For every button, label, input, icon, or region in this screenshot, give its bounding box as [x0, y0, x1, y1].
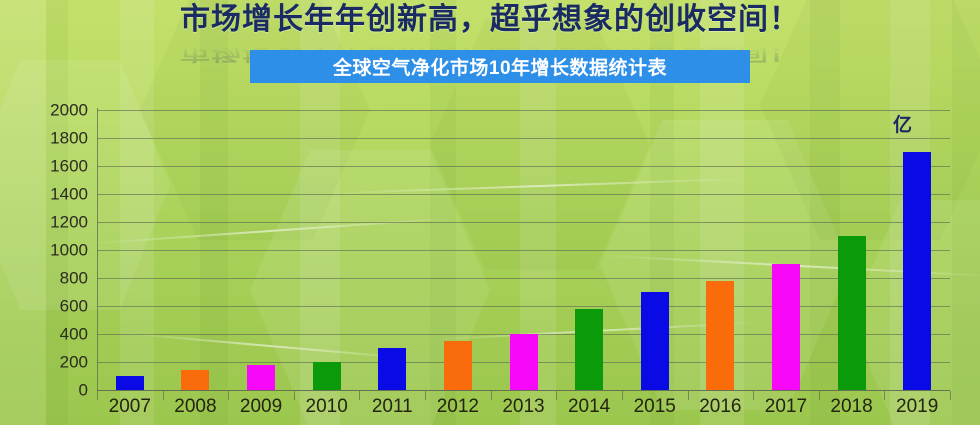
x-axis-tick — [228, 391, 230, 400]
bar-2014[interactable] — [575, 308, 604, 390]
x-axis-tick — [490, 391, 492, 400]
x-axis-label-2012: 2012 — [436, 396, 479, 417]
bar-2017[interactable] — [771, 264, 800, 390]
y-axis-tick-label: 400 — [59, 324, 88, 344]
gridline — [97, 166, 950, 167]
page-title: 市场增长年年创新高，超乎想象的创收空间！ — [180, 3, 800, 36]
x-axis-label-2013: 2013 — [502, 396, 545, 417]
x-axis-label-2016: 2016 — [699, 396, 742, 417]
y-axis-labels: 2000 1800 1600 1400 1200 1000 800 600 400 200 0 — [26, 0, 88, 425]
gridline — [97, 138, 950, 139]
gridline — [97, 194, 950, 195]
x-axis-label-2007: 2007 — [108, 396, 151, 417]
x-axis-label-2015: 2015 — [633, 396, 676, 417]
gridline — [97, 250, 950, 251]
bar-2010[interactable] — [312, 362, 341, 390]
bar-2012[interactable] — [443, 341, 472, 390]
gridline — [97, 278, 950, 279]
x-axis-label-2009: 2009 — [239, 396, 283, 417]
x-axis-tick — [818, 391, 820, 400]
gridline — [97, 306, 950, 307]
x-axis-tick — [950, 391, 951, 400]
subtitle-banner: 全球空气净化市场10年增长数据统计表 — [250, 50, 750, 83]
y-axis-tick-label: 600 — [59, 296, 88, 316]
gridline — [97, 222, 950, 223]
x-axis-tick — [556, 391, 558, 400]
unit-annotation: 亿 — [893, 115, 913, 136]
x-axis-label-2019: 2019 — [896, 396, 939, 417]
x-axis-tick — [621, 391, 623, 400]
y-axis-tick-label: 2000 — [50, 100, 88, 120]
bar-2009[interactable] — [247, 364, 276, 390]
y-axis-tick-label: 200 — [59, 352, 88, 372]
bar-2018[interactable] — [837, 236, 866, 390]
x-axis-tick — [425, 391, 427, 400]
bar-2015[interactable] — [640, 292, 669, 390]
y-axis-tick-label: 1400 — [50, 184, 88, 204]
x-axis-label-2018: 2018 — [830, 396, 873, 417]
bar-2016[interactable] — [706, 280, 735, 390]
y-axis-tick-label: 1800 — [50, 128, 88, 148]
x-axis-label-2017: 2017 — [764, 396, 808, 417]
bar-2013[interactable] — [509, 334, 538, 390]
bar-2019[interactable] — [903, 152, 932, 390]
x-axis-tick — [884, 391, 886, 400]
y-axis-tick-label: 1600 — [50, 156, 88, 176]
y-axis-line — [97, 108, 98, 391]
x-axis-label-2014: 2014 — [567, 396, 611, 417]
y-axis-tick-label: 0 — [78, 380, 88, 400]
x-axis-tick — [162, 391, 164, 400]
x-axis-label-2011: 2011 — [371, 396, 413, 417]
gridline — [97, 110, 950, 111]
x-axis-label-2010: 2010 — [305, 396, 348, 417]
bar-2011[interactable] — [378, 348, 407, 390]
y-axis-tick-label: 1200 — [50, 212, 88, 232]
bar-2008[interactable] — [181, 370, 210, 390]
bar-2007[interactable] — [115, 376, 144, 390]
x-axis-label-2008: 2008 — [174, 396, 217, 417]
y-axis-tick-label: 1000 — [50, 240, 88, 260]
x-axis-tick — [359, 391, 361, 400]
subtitle-label: 全球空气净化市场10年增长数据统计表 — [332, 58, 668, 79]
x-axis-tick — [687, 391, 689, 400]
x-axis-tick — [753, 391, 755, 400]
x-axis-tick — [293, 391, 295, 400]
x-axis-line — [97, 390, 950, 391]
y-axis-tick-label: 800 — [59, 268, 88, 288]
x-axis-tick — [97, 391, 98, 400]
